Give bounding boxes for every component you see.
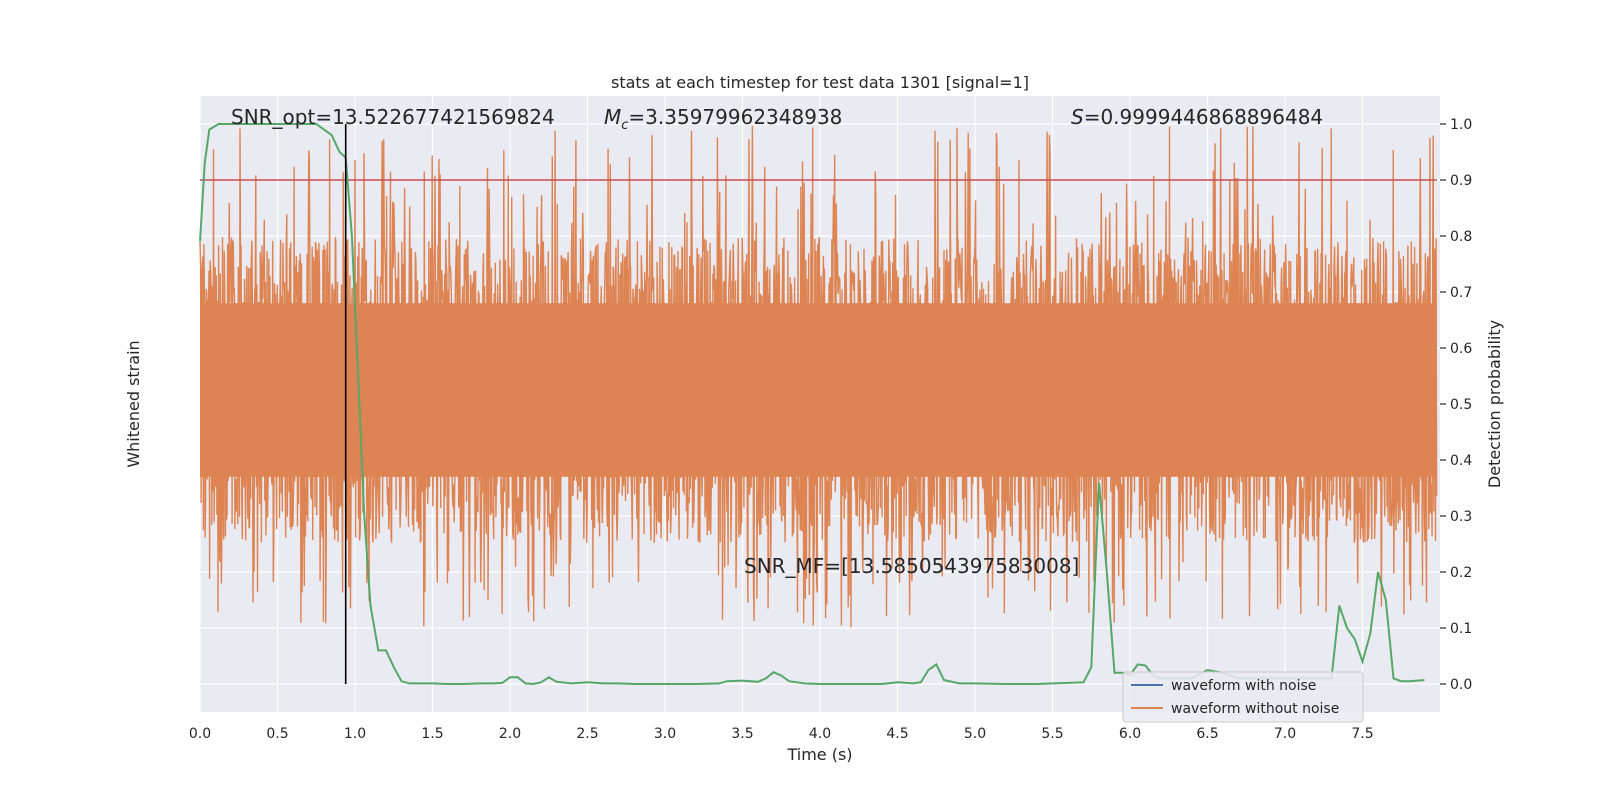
x-ticks: 0.0 0.5 1.0 1.5 2.0 2.5 3.0 3.5 4.0 4.5 5.0 5.5 6.0 6… (189, 726, 1374, 742)
legend: waveform with noise waveform without noi… (1122, 671, 1364, 723)
x-tick-label-3: 1.5 (421, 726, 443, 742)
y-tick-label-4: 0.4 (1450, 453, 1472, 469)
x-tick-label-5: 2.5 (576, 726, 598, 742)
annotation-mc-symbol: M (604, 105, 621, 129)
annotation-mc: Mc=3.35979962348938 (604, 105, 842, 133)
legend-label-with-noise: waveform with noise (1171, 678, 1316, 694)
x-tick-label-6: 3.0 (654, 726, 676, 742)
x-tick-label-13: 6.5 (1196, 726, 1218, 742)
y-tick-label-6: 0.6 (1450, 341, 1472, 357)
y-tick-label-3: 0.3 (1450, 509, 1472, 525)
legend-box (1122, 671, 1364, 723)
annotation-s-value: =0.9999446868896484 (1084, 105, 1323, 129)
x-tick-label-9: 4.5 (886, 726, 908, 742)
x-tick-label-8: 4.0 (809, 726, 831, 742)
annotation-mc-value: =3.35979962348938 (628, 105, 842, 129)
x-tick-label-0: 0.0 (189, 726, 211, 742)
y-right-axis-label: Detection probability (1485, 320, 1504, 488)
x-axis-label: Time (s) (786, 745, 852, 764)
chart-title: stats at each timestep for test data 130… (611, 73, 1029, 92)
x-tick-label-1: 0.5 (266, 726, 288, 742)
annotation-mc-sub: c (621, 118, 628, 133)
y-tick-label-0: 0.0 (1450, 677, 1472, 693)
legend-label-without-noise: waveform without noise (1171, 701, 1339, 717)
y-left-axis-label: Whitened strain (124, 340, 143, 467)
x-tick-label-10: 5.0 (964, 726, 986, 742)
annotation-snr-opt: SNR_opt=13.522677421569824 (231, 105, 555, 129)
strain-trace (199, 125, 1438, 628)
x-tick-label-2: 1.0 (344, 726, 366, 742)
annotation-s: S=0.9999446868896484 (1071, 105, 1323, 129)
y-right-ticks: 0.0 0.1 0.2 0.3 0.4 0.5 0.6 0.7 0.8 0.9 1.0 (1440, 117, 1472, 693)
y-tick-label-7: 0.7 (1450, 285, 1472, 301)
strain-core-band (200, 303, 1437, 477)
y-tick-label-2: 0.2 (1450, 565, 1472, 581)
y-tick-label-10: 1.0 (1450, 117, 1472, 133)
y-tick-label-8: 0.8 (1450, 229, 1472, 245)
annotation-s-symbol: S (1071, 105, 1084, 129)
annotation-snr-mf: SNR_MF=[13.585054397583008] (744, 554, 1079, 578)
x-tick-label-7: 3.5 (731, 726, 753, 742)
x-tick-label-4: 2.0 (499, 726, 521, 742)
x-tick-label-14: 7.0 (1274, 726, 1296, 742)
y-tick-label-5: 0.5 (1450, 397, 1472, 413)
x-tick-label-15: 7.5 (1351, 726, 1373, 742)
x-tick-label-11: 5.5 (1041, 726, 1063, 742)
x-tick-label-12: 6.0 (1119, 726, 1141, 742)
y-tick-label-9: 0.9 (1450, 173, 1472, 189)
y-tick-label-1: 0.1 (1450, 621, 1472, 637)
